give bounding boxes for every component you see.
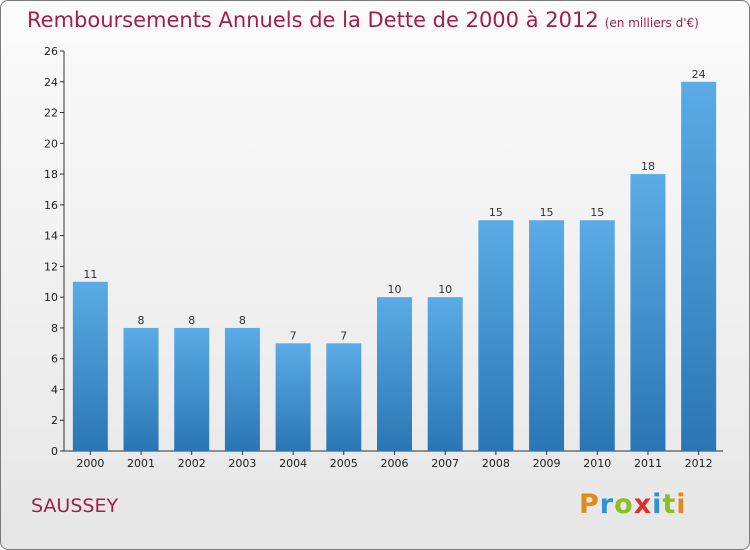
bars: 11 8 8 8 7 7 10 10 15 15 15 18 24 [72, 68, 717, 452]
bar-value-label: 7 [290, 329, 297, 342]
y-tick-label: 26 [44, 45, 58, 58]
x-tick-label: 2003 [228, 457, 256, 470]
bar-2010 [579, 220, 615, 451]
y-tick-label: 0 [51, 445, 58, 458]
proxiti-logo: Proxiti [579, 489, 687, 520]
x-tick-label: 2004 [279, 457, 307, 470]
y-tick-label: 24 [44, 76, 58, 89]
bar-2006 [377, 297, 412, 451]
x-tick-label: 2009 [533, 457, 561, 470]
logo-letter: o [614, 489, 634, 520]
bar-2008 [478, 220, 514, 451]
logo-letter: i [652, 489, 663, 520]
x-tick-label: 2002 [178, 457, 206, 470]
x-tick-label: 2007 [431, 457, 459, 470]
y-tick-label: 12 [44, 260, 58, 273]
y-tick-label: 20 [44, 137, 58, 150]
bar-2004 [275, 343, 311, 451]
bar-2012 [681, 81, 717, 452]
bar-2000 [72, 281, 108, 451]
bar-value-label: 8 [188, 314, 195, 327]
bar-value-label: 8 [138, 314, 145, 327]
logo-letter: P [579, 489, 600, 520]
bar-2003 [224, 327, 260, 451]
logo-letter: x [633, 489, 653, 520]
x-tick-label: 2010 [583, 457, 611, 470]
x-tick-label: 2012 [685, 457, 713, 470]
y-tick-label: 16 [44, 199, 58, 212]
y-tick-label: 18 [44, 168, 58, 181]
chart-subtitle: (en milliers d'€) [604, 16, 699, 30]
bar-2001 [123, 327, 159, 451]
bar-value-label: 7 [340, 329, 347, 342]
y-tick-label: 10 [44, 291, 58, 304]
bar-value-label: 24 [692, 68, 706, 81]
bar-value-label: 15 [540, 206, 554, 219]
bar-value-label: 10 [438, 283, 452, 296]
y-tick-label: 4 [51, 383, 58, 396]
logo-letter: i [676, 489, 687, 520]
x-tick-label: 2005 [330, 457, 358, 470]
bar-value-label: 8 [239, 314, 246, 327]
bar-value-label: 10 [388, 283, 402, 296]
y-tick-label: 8 [51, 322, 58, 335]
bar-2009 [529, 220, 565, 451]
x-tick-label: 2011 [634, 457, 662, 470]
chart-title-text: Remboursements Annuels de la Dette de 20… [27, 8, 599, 32]
bar-2011 [630, 174, 666, 452]
bar-2005 [326, 343, 362, 451]
y-tick-label: 14 [44, 230, 58, 243]
logo-letter: t [662, 489, 677, 520]
bar-2002 [174, 327, 210, 451]
x-tick-label: 2006 [381, 457, 409, 470]
bar-value-label: 11 [83, 268, 97, 281]
chart-title: Remboursements Annuels de la Dette de 20… [27, 8, 699, 32]
x-tick-label: 2008 [482, 457, 510, 470]
y-tick-label: 2 [51, 414, 58, 427]
y-tick-label: 22 [44, 107, 58, 120]
x-ticks: 2000 2001 2002 2003 2004 2005 2006 2007 2008 2009… [76, 451, 713, 470]
x-tick-label: 2000 [76, 457, 104, 470]
place-name: SAUSSEY [31, 495, 119, 517]
bar-2007 [427, 297, 463, 451]
bar-value-label: 15 [489, 206, 503, 219]
y-tick-label: 6 [51, 353, 58, 366]
bar-value-label: 15 [590, 206, 604, 219]
bar-value-label: 18 [641, 160, 655, 173]
logo-letter: r [599, 489, 615, 520]
x-tick-label: 2001 [127, 457, 155, 470]
